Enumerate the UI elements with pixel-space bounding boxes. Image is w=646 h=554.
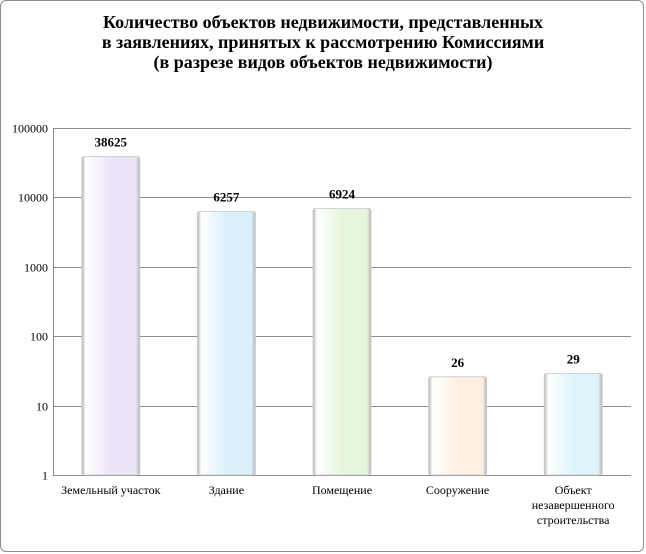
x-tick-label: Земельный участок bbox=[61, 483, 160, 497]
data-label: 6924 bbox=[329, 186, 356, 201]
y-axis-tick-labels: 1 10 100 1000 10000 100000 bbox=[12, 122, 48, 483]
chart-title: Количество объектов недвижимости, предст… bbox=[0, 12, 646, 72]
x-axis-tick-labels: Земельный участок Здание Помещение Сооружен… bbox=[61, 483, 614, 527]
bar bbox=[543, 373, 603, 476]
bar bbox=[312, 208, 372, 476]
x-tick-label: Сооружение bbox=[426, 483, 489, 497]
y-tick-label: 10000 bbox=[18, 191, 48, 205]
x-tick-label: Объект незавершенного строительства bbox=[532, 483, 615, 527]
y-tick-label: 100 bbox=[30, 330, 48, 344]
y-tick-label: 10 bbox=[36, 400, 48, 414]
chart-title-line-2: в заявлениях, принятых к рассмотрению Ко… bbox=[101, 32, 545, 52]
data-label: 26 bbox=[451, 355, 465, 370]
bar bbox=[81, 156, 141, 476]
y-tick-label: 100000 bbox=[12, 122, 48, 136]
chart-title-line-1: Количество объектов недвижимости, предст… bbox=[102, 12, 544, 32]
data-label: 38625 bbox=[95, 135, 128, 150]
x-tick-label: Помещение bbox=[312, 483, 372, 497]
chart-title-line-3: (в разрезе видов объектов недвижимости) bbox=[153, 52, 493, 72]
y-tick-label: 1 bbox=[42, 469, 48, 483]
bar bbox=[196, 211, 256, 476]
data-label: 6257 bbox=[213, 190, 240, 205]
x-tick-label: Здание bbox=[209, 483, 244, 497]
data-label: 29 bbox=[567, 352, 581, 367]
y-tick-label: 1000 bbox=[24, 261, 48, 275]
bars bbox=[81, 156, 603, 476]
bar bbox=[428, 376, 488, 476]
data-labels: 38625 6257 6924 26 29 bbox=[95, 135, 581, 370]
